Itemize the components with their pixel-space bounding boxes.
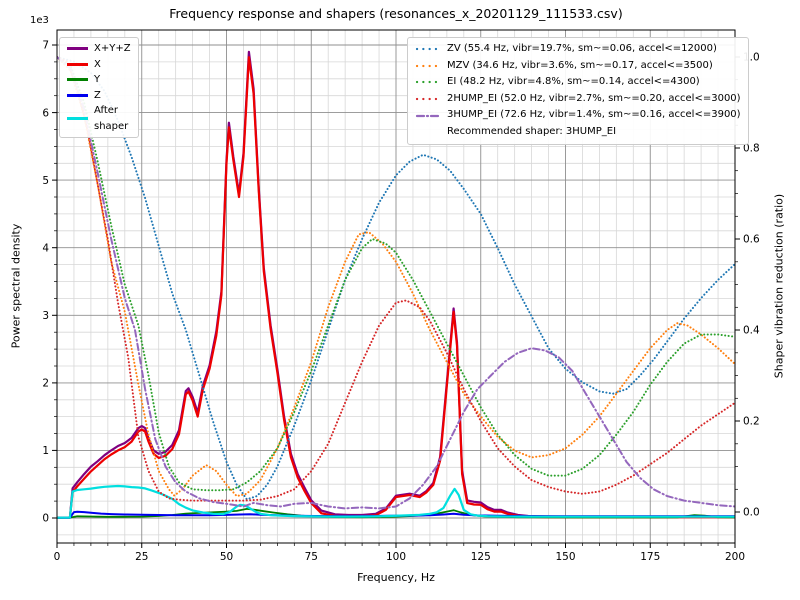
tick-labels: 0 25 50 75 100 125 150 175 200 0 1 2 3 4 5 6 7 0.0 0.2 0.4 0… <box>42 40 760 563</box>
legend-line-sample <box>67 93 88 97</box>
legend-item: 2HUMP_EI (52.0 Hz, vibr=2.7%, sm~=0.20, … <box>415 91 741 108</box>
svg-text:0: 0 <box>54 551 61 563</box>
svg-text:2: 2 <box>42 378 49 390</box>
legend-item-label: EI (48.2 Hz, vibr=4.8%, sm~=0.14, accel<… <box>447 76 700 88</box>
svg-text:3: 3 <box>42 310 49 322</box>
legend-item-label: After shaper <box>94 105 129 132</box>
svg-text:0.0: 0.0 <box>743 507 760 519</box>
svg-text:25: 25 <box>135 551 148 563</box>
legend-line-sample <box>415 81 441 84</box>
y-axis-offset-label: 1e3 <box>30 15 49 26</box>
legend-item-label: X <box>94 58 101 70</box>
svg-text:0.4: 0.4 <box>743 325 760 337</box>
svg-text:150: 150 <box>555 551 575 563</box>
legend-line-sample <box>415 114 441 117</box>
legend-item: EI (48.2 Hz, vibr=4.8%, sm~=0.14, accel<… <box>415 74 741 91</box>
series-after_shaper <box>57 484 735 519</box>
legend-item-label: Y <box>94 74 101 85</box>
svg-text:50: 50 <box>220 551 233 563</box>
series-ei2hump <box>57 56 735 502</box>
svg-text:6: 6 <box>42 107 49 119</box>
legend-item-label: Z <box>94 89 101 101</box>
series-x <box>57 56 735 519</box>
legend-item-label: 2HUMP_EI (52.0 Hz, vibr=2.7%, sm~=0.20, … <box>447 92 741 104</box>
legend-item: MZV (34.6 Hz, vibr=3.6%, sm~=0.17, accel… <box>415 58 741 75</box>
svg-text:0.2: 0.2 <box>743 416 760 428</box>
legend-item: Z <box>67 88 131 104</box>
series-mzv <box>57 56 735 498</box>
svg-text:125: 125 <box>471 551 491 563</box>
y-axis-label-left: Power spectral density <box>9 223 23 349</box>
y-axis-label-right: Shaper vibration reduction (ratio) <box>772 193 786 379</box>
svg-text:1: 1 <box>42 445 49 457</box>
x-axis-label: Frequency, Hz <box>357 571 435 584</box>
legend-item-label: 3HUMP_EI (72.6 Hz, vibr=1.4%, sm~=0.16, … <box>447 109 741 121</box>
legend-item: X <box>67 57 131 73</box>
legend-item: After shaper <box>67 103 131 134</box>
svg-text:0.6: 0.6 <box>743 234 760 246</box>
series-ei <box>57 56 735 492</box>
legend-item: Recommended shaper: 3HUMP_EI <box>415 124 741 141</box>
svg-text:0.8: 0.8 <box>743 143 760 155</box>
legend-line-sample <box>67 117 88 120</box>
legend-item-label: ZV (55.4 Hz, vibr=19.7%, sm~=0.06, accel… <box>447 43 717 54</box>
legend-psd-series: X+Y+Z X Y Z After shaper <box>59 37 139 138</box>
svg-text:75: 75 <box>305 551 318 563</box>
svg-text:175: 175 <box>640 551 660 563</box>
chart-title: Frequency response and shapers (resonanc… <box>169 6 623 21</box>
legend-line-sample <box>415 48 441 51</box>
legend-line-sample <box>415 64 441 67</box>
legend-line-sample <box>67 62 88 66</box>
legend-item: X+Y+Z <box>67 41 131 57</box>
svg-text:200: 200 <box>725 551 745 563</box>
svg-text:7: 7 <box>42 40 49 52</box>
svg-text:4: 4 <box>42 242 49 254</box>
series-ei3hump <box>57 56 735 510</box>
legend-line-sample <box>67 78 88 82</box>
legend-item-label: MZV (34.6 Hz, vibr=3.6%, sm~=0.17, accel… <box>447 59 713 71</box>
legend-shapers: ZV (55.4 Hz, vibr=19.7%, sm~=0.06, accel… <box>407 37 749 145</box>
legend-line-sample <box>415 97 441 101</box>
legend-line-sample <box>67 47 88 51</box>
legend-item-label: X+Y+Z <box>94 43 131 54</box>
svg-text:0: 0 <box>42 513 49 525</box>
legend-item: 3HUMP_EI (72.6 Hz, vibr=1.4%, sm~=0.16, … <box>415 107 741 124</box>
legend-item: Y <box>67 72 131 88</box>
legend-item-label: Recommended shaper: 3HUMP_EI <box>447 125 617 137</box>
svg-text:5: 5 <box>42 175 49 187</box>
svg-text:100: 100 <box>386 551 406 563</box>
legend-item: ZV (55.4 Hz, vibr=19.7%, sm~=0.06, accel… <box>415 41 741 58</box>
